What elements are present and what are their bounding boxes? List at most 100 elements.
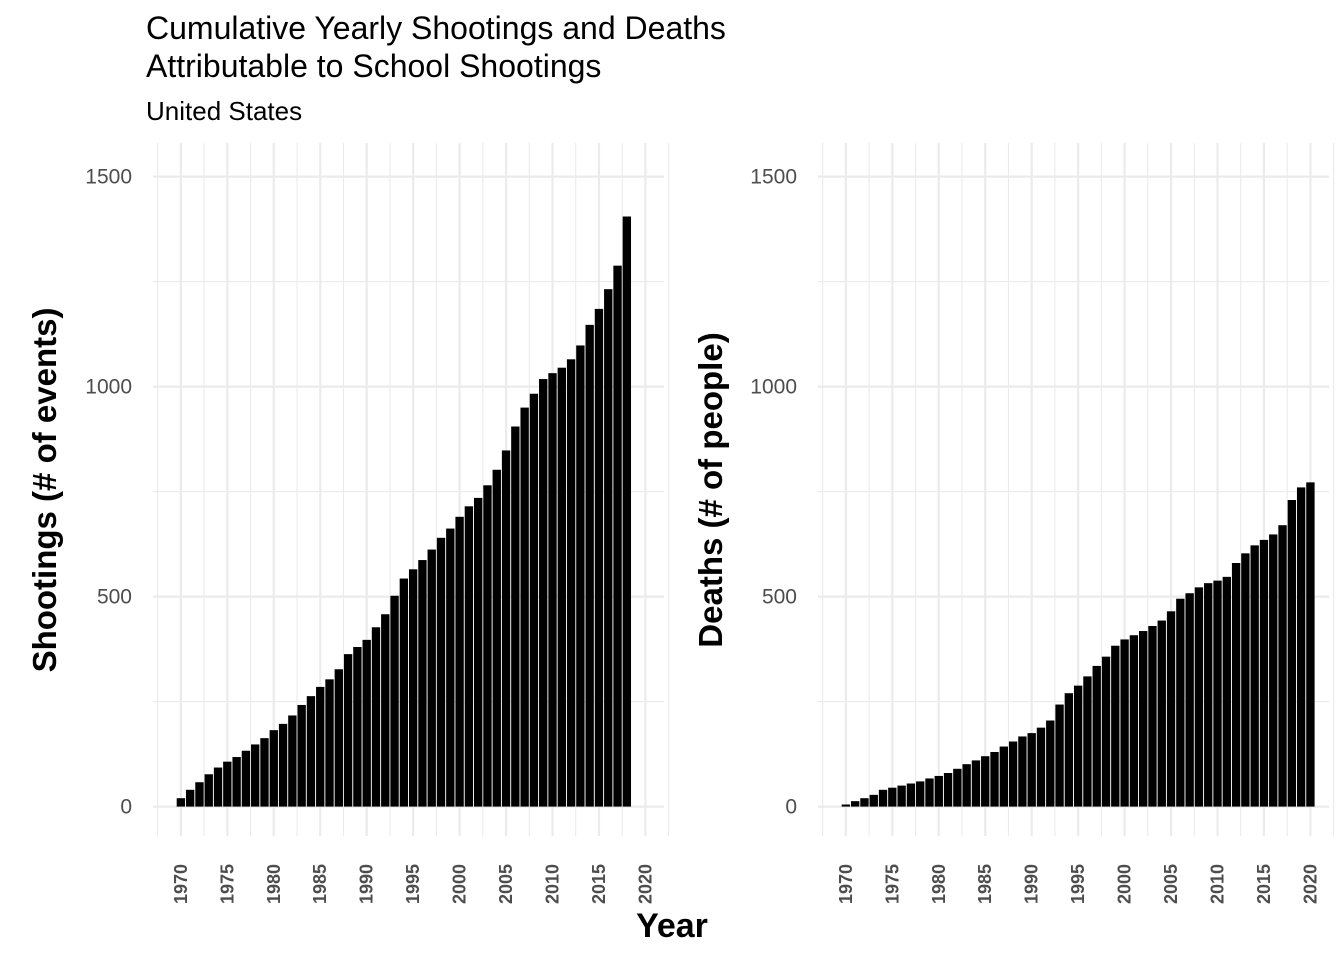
deaths-x-tick-label: 1995 [1068,864,1088,904]
deaths-bar-1975 [888,787,897,807]
shootings-bar-1999 [446,528,455,807]
shootings-x-tick-label: 2000 [450,864,470,904]
shootings-bar-2003 [483,485,492,807]
deaths-bar-2019 [1296,487,1306,807]
chart-title-line1: Cumulative Yearly Shootings and Deaths [146,10,726,46]
shootings-x-tick-label: 1985 [310,864,330,904]
shootings-x-tick-label: 1995 [403,864,423,904]
shootings-bar-2001 [464,506,474,807]
shootings-bar-1990 [362,639,371,807]
shootings-bar-1983 [297,704,306,807]
shootings-x-tick-label: 2005 [496,864,516,904]
shootings-bar-1997 [427,549,436,807]
deaths-bar-2008 [1194,587,1204,807]
shootings-bar-2013 [576,345,585,807]
deaths-bar-2012 [1231,563,1241,807]
shootings-bar-1975 [223,761,232,807]
deaths-x-tick-label: 2020 [1300,864,1320,904]
shootings-bar-1986 [325,679,334,807]
deaths-x-tick-label: 2005 [1161,864,1181,904]
shootings-bar-2005 [501,450,511,807]
deaths-y-tick-label: 1500 [750,166,797,189]
shootings-bar-2015 [594,308,604,807]
deaths-y-axis-label: Deaths (# of people) [692,332,729,647]
shootings-y-tick-label: 1500 [85,166,132,189]
deaths-x-ticks: 1970 1975 1980 1985 1990 1995 2000 2005 2010 2015… [836,864,1321,904]
shootings-bar-1970 [176,798,186,807]
deaths-bar-1990 [1027,733,1036,807]
chart-title-line2: Attributable to School Shootings [146,48,602,84]
deaths-bar-1995 [1073,685,1083,807]
deaths-bar-2014 [1250,545,1259,807]
shootings-bar-1996 [418,560,427,807]
deaths-bar-2011 [1222,576,1231,807]
shootings-x-tick-label: 2015 [589,864,609,904]
shootings-y-axis-label: Shootings (# of events) [26,308,63,673]
deaths-bar-1992 [1046,720,1055,807]
shootings-x-tick-label: 1970 [171,864,191,904]
deaths-x-tick-label: 2000 [1115,864,1135,904]
deaths-bar-1986 [990,752,999,807]
deaths-bar-1991 [1036,727,1046,807]
chart-title: Cumulative Yearly Shootings and Deaths A… [146,9,726,85]
shootings-x-tick-label: 2010 [543,864,563,904]
deaths-bar-1977 [906,783,916,807]
shootings-bar-1994 [399,578,409,807]
deaths-y-tick-label: 1000 [750,376,797,399]
shootings-bar-2000 [455,516,464,807]
deaths-bar-2009 [1204,583,1213,807]
shootings-bar-1981 [278,723,288,807]
deaths-x-tick-label: 1985 [975,864,995,904]
shootings-bar-1989 [353,647,362,807]
shootings-bar-1980 [269,730,278,807]
deaths-bar-1997 [1092,665,1101,807]
shootings-bar-1993 [390,595,399,807]
deaths-x-tick-label: 2015 [1254,864,1274,904]
shootings-bar-1992 [381,614,390,807]
shootings-bar-2012 [566,359,576,807]
deaths-bar-1976 [897,785,906,807]
deaths-bar-2003 [1148,626,1157,807]
deaths-bar-2016 [1269,534,1278,807]
deaths-y-tick-label: 500 [762,586,797,609]
deaths-x-tick-label: 1970 [836,864,856,904]
shootings-panel: 0 500 1000 1500 1970 1975 1980 1985 1990 1995 200… [26,143,670,904]
shootings-bar-1991 [371,627,381,807]
x-axis-label: Year [636,907,708,945]
shootings-bar-2006 [511,426,520,807]
shootings-bar-2017 [613,265,622,807]
shootings-x-tick-label: 2020 [635,864,655,904]
shootings-bar-1985 [316,686,325,807]
deaths-bar-1979 [925,778,934,807]
shootings-bar-1978 [251,744,260,807]
deaths-x-tick-label: 1990 [1022,864,1042,904]
shootings-bar-1988 [343,654,353,807]
shootings-bar-1987 [334,669,343,807]
deaths-bars [841,482,1315,807]
deaths-bar-1996 [1083,676,1092,807]
deaths-bar-2010 [1213,580,1222,807]
deaths-x-tick-label: 1980 [929,864,949,904]
deaths-x-tick-label: 2010 [1208,864,1228,904]
deaths-bar-2018 [1287,500,1297,807]
deaths-bar-1972 [860,798,869,807]
deaths-bar-2006 [1176,598,1185,807]
deaths-bar-2020 [1306,482,1315,807]
deaths-bar-2017 [1278,525,1287,807]
shootings-bar-2018 [622,216,632,807]
deaths-bar-1971 [850,801,860,807]
shootings-x-tick-label: 1980 [264,864,284,904]
shootings-x-tick-label: 1990 [357,864,377,904]
shootings-y-tick-label: 0 [120,796,132,819]
shootings-bar-1971 [185,789,195,807]
shootings-bar-2002 [474,497,483,807]
shootings-bar-2007 [520,407,529,807]
deaths-bar-2005 [1166,611,1176,807]
deaths-bar-2001 [1129,635,1139,807]
shootings-bar-1977 [241,750,251,807]
shootings-bar-1979 [260,738,269,807]
deaths-bar-1973 [869,794,878,807]
deaths-bar-1989 [1018,736,1027,807]
deaths-bar-1980 [934,775,943,807]
deaths-bar-1978 [916,781,925,807]
